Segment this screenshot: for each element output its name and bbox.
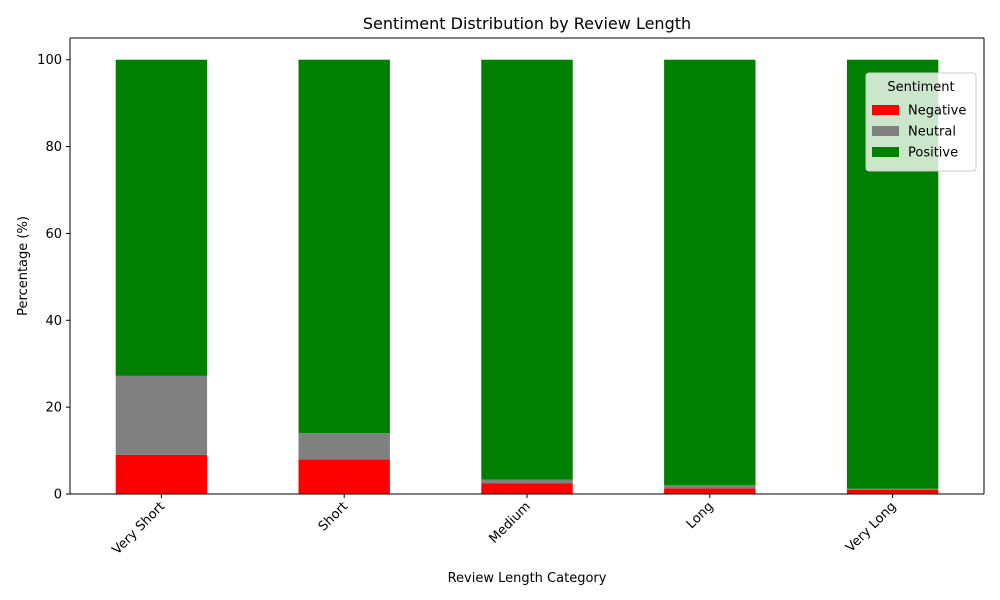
- legend: Sentiment Negative Neutral Positive: [865, 72, 977, 172]
- bar-positive-medium: [481, 59, 573, 480]
- x-axis: Very Short Short Medium Long Very Long: [110, 494, 899, 558]
- bar-neutral-medium: [481, 479, 573, 484]
- bar-neutral-long: [664, 485, 756, 489]
- bar-negative-long: [664, 488, 756, 494]
- x-tick-label: Very Short: [110, 499, 169, 558]
- y-tick-label: 60: [45, 227, 62, 242]
- y-tick-label: 80: [45, 140, 62, 155]
- x-axis-label: Review Length Category: [448, 571, 607, 586]
- bar-neutral-very-long: [846, 488, 939, 490]
- legend-label-neutral: Neutral: [908, 125, 956, 140]
- y-tick-label: 40: [45, 314, 62, 329]
- y-tick-label: 20: [45, 401, 62, 416]
- legend-title: Sentiment: [887, 80, 954, 95]
- bar-negative-very-long: [846, 489, 939, 494]
- y-tick-label: 0: [54, 488, 62, 503]
- legend-swatch-neutral: [872, 126, 899, 136]
- legend-swatch-negative: [872, 105, 899, 115]
- bar-negative-medium: [481, 483, 573, 494]
- bar-positive-short: [298, 59, 390, 434]
- bar-negative-short: [298, 459, 390, 494]
- legend-swatch-positive: [872, 147, 899, 157]
- x-tick-label: Very Long: [843, 499, 899, 555]
- chart-title: Sentiment Distribution by Review Length: [363, 14, 691, 33]
- x-tick-label: Long: [684, 499, 717, 532]
- x-tick-label: Medium: [486, 499, 533, 546]
- bar-positive-very-short: [115, 59, 208, 376]
- bar-negative-very-short: [115, 454, 208, 494]
- y-tick-label: 100: [37, 53, 62, 68]
- legend-box: [865, 72, 977, 172]
- bars-group: [115, 59, 939, 494]
- bar-neutral-short: [298, 433, 390, 460]
- x-tick-label: Short: [316, 499, 351, 534]
- legend-label-positive: Positive: [908, 146, 958, 161]
- legend-label-negative: Negative: [908, 104, 966, 119]
- y-axis-label: Percentage (%): [16, 216, 31, 316]
- bar-neutral-very-short: [115, 375, 208, 455]
- bar-positive-long: [664, 59, 756, 486]
